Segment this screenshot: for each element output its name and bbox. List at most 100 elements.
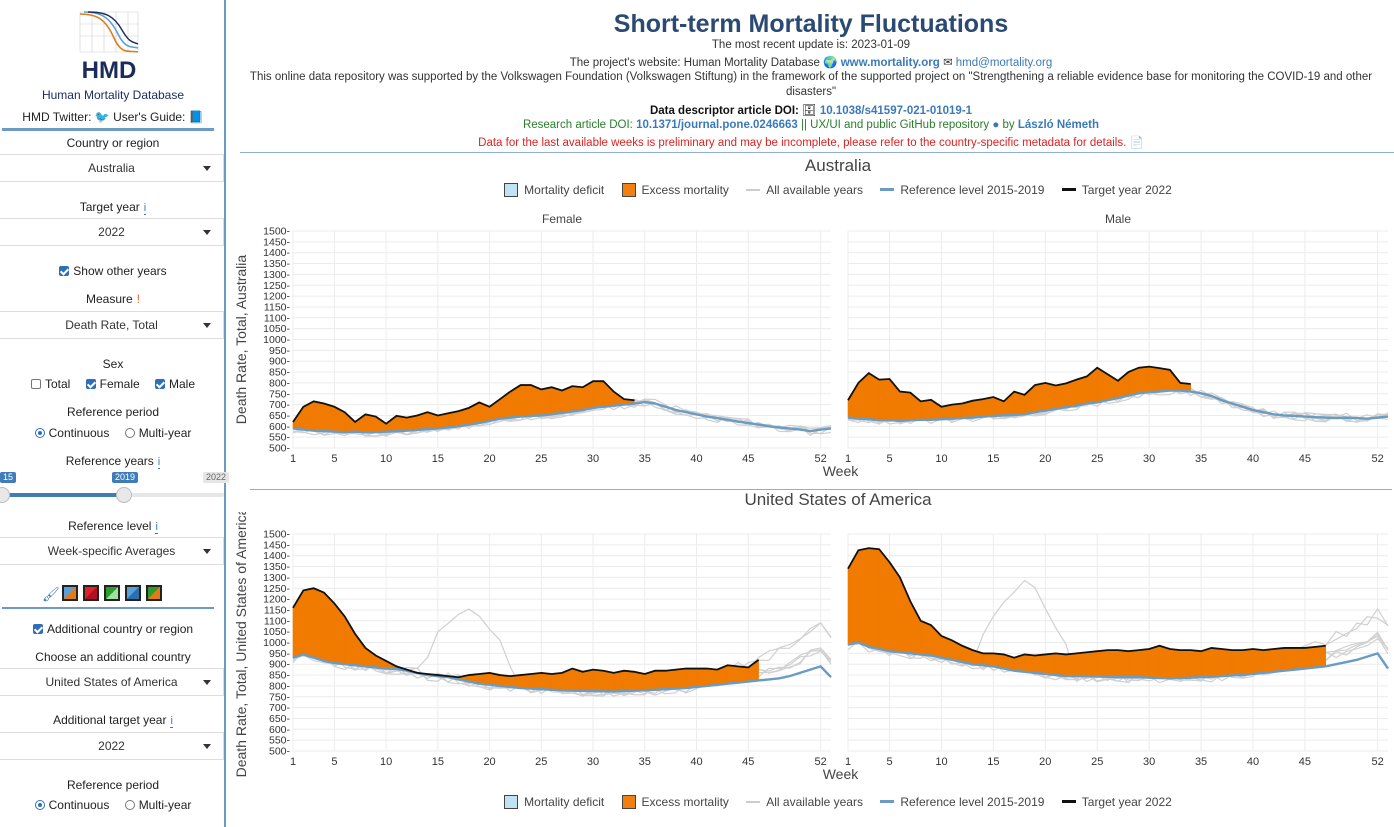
slider-handle-start[interactable] xyxy=(0,487,10,503)
x-tick-label: 35 xyxy=(639,756,651,768)
sex-total-checkbox[interactable] xyxy=(30,379,41,389)
palette-swatch-3[interactable] xyxy=(104,585,120,601)
globe-icon: 🌍 xyxy=(823,57,838,69)
chart-divider xyxy=(250,489,1392,490)
legend-all-years-label: All available years xyxy=(766,183,863,197)
y-tick-label: 800- xyxy=(269,680,291,692)
x-tick-label: 45 xyxy=(742,756,754,768)
ref2-multiyear-radio[interactable] xyxy=(124,800,135,810)
reference-line xyxy=(847,641,1389,680)
legend-deficit[interactable]: Mortality deficit xyxy=(504,183,604,197)
sex-female-option[interactable]: Female xyxy=(85,377,140,391)
measure-select[interactable]: Death Rate, Total xyxy=(0,311,224,339)
hmd-logo: HMD xyxy=(79,11,139,82)
additional-country-row[interactable]: Additional country or region xyxy=(0,622,226,636)
chart-usa[interactable]: Death Rate, Total, United States of Amer… xyxy=(228,512,1394,792)
chart-australia[interactable]: Death Rate, Total, AustraliaFemale500-55… xyxy=(228,205,1394,488)
legend-all-years-swatch xyxy=(746,189,761,191)
ref-continuous-option[interactable]: Continuous xyxy=(34,426,109,440)
twitter-icon[interactable]: 🐦 xyxy=(94,110,110,124)
additional-country-checkbox[interactable] xyxy=(32,624,43,634)
book-icon[interactable]: 📘 xyxy=(188,110,204,124)
legend-all-years[interactable]: All available years xyxy=(746,183,863,197)
ref-level-text: Reference level xyxy=(68,519,152,533)
excess-area xyxy=(1231,649,1243,676)
chevron-down-icon xyxy=(203,549,211,554)
legend-reference[interactable]: Reference level 2015-2019 xyxy=(880,183,1044,197)
excess-area xyxy=(530,672,542,690)
additional-target-select[interactable]: 2022 xyxy=(0,732,224,760)
x-tick-label: 15 xyxy=(432,756,444,768)
warning-text: Data for the last available weeks is pre… xyxy=(478,137,1127,149)
sidebar-divider xyxy=(2,128,214,131)
palette-swatch-2[interactable] xyxy=(83,585,99,601)
sex-male-option[interactable]: Male xyxy=(155,377,195,391)
sex-total-option[interactable]: Total xyxy=(30,377,70,391)
author-link[interactable]: László Németh xyxy=(1017,119,1100,131)
legend-target[interactable]: Target year 2022 xyxy=(1061,183,1172,197)
y-tick-label: 750- xyxy=(269,388,291,400)
legend-reference[interactable]: Reference level 2015-2019 xyxy=(880,795,1044,809)
sex-male-checkbox[interactable] xyxy=(155,379,166,389)
ref-years-text: Reference years xyxy=(65,454,154,468)
email-link[interactable]: hmd@mortality.org xyxy=(955,57,1053,69)
excess-area xyxy=(847,381,859,420)
ref-continuous-radio[interactable] xyxy=(34,428,45,438)
palette-swatch-1[interactable] xyxy=(62,585,78,601)
excess-area xyxy=(1159,367,1171,392)
ref2-continuous-label: Continuous xyxy=(48,798,110,812)
additional-target-text: Additional target year xyxy=(53,713,167,727)
website-link[interactable]: www.mortality.org xyxy=(840,57,940,69)
sex-female-checkbox[interactable] xyxy=(85,379,96,389)
excess-area xyxy=(951,403,963,420)
palette-swatch-4[interactable] xyxy=(125,585,141,601)
info-icon[interactable]: i xyxy=(155,521,158,534)
panel-female: Female 500-550-600-650-700-750-800-850-90… xyxy=(263,212,832,465)
palette-swatch-5[interactable] xyxy=(146,585,162,601)
x-tick-label: 40 xyxy=(1247,756,1259,768)
support-line-2: disasters" xyxy=(785,86,837,98)
guide-label: User's Guide: xyxy=(113,110,186,124)
excess-area xyxy=(1065,653,1077,677)
ref2-continuous-radio[interactable] xyxy=(34,800,45,810)
legend-excess[interactable]: Excess mortality xyxy=(621,795,729,809)
ref-multiyear-radio[interactable] xyxy=(124,428,135,438)
show-other-years-checkbox[interactable] xyxy=(59,266,70,276)
excess-area xyxy=(858,372,870,420)
additional-country-select[interactable]: United States of America xyxy=(0,668,224,696)
ref-multiyear-option[interactable]: Multi-year xyxy=(124,426,191,440)
excess-area xyxy=(541,386,552,416)
legend-target[interactable]: Target year 2022 xyxy=(1061,795,1172,809)
info-icon[interactable]: i xyxy=(157,456,161,469)
legend-excess[interactable]: Excess mortality xyxy=(621,183,729,197)
target-year-select[interactable]: 2022 xyxy=(0,218,224,246)
excess-area xyxy=(334,602,346,665)
excess-area xyxy=(1138,366,1150,394)
ref2-multiyear-option[interactable]: Multi-year xyxy=(124,798,191,812)
excess-area xyxy=(1304,646,1316,669)
document-icon[interactable]: 📄 xyxy=(1129,137,1144,149)
info-icon[interactable]: i xyxy=(170,715,173,728)
sex-options: Total Female Male xyxy=(0,377,226,391)
research-prefix: Research article DOI: xyxy=(522,119,633,131)
github-icon[interactable]: ● xyxy=(992,119,1000,131)
ref2-continuous-option[interactable]: Continuous xyxy=(34,798,110,812)
country-select[interactable]: Australia xyxy=(0,154,224,182)
warning-icon[interactable]: ! xyxy=(136,292,141,306)
excess-area xyxy=(1034,654,1046,675)
legend-deficit[interactable]: Mortality deficit xyxy=(504,795,604,809)
descriptor-link[interactable]: 10.1038/s41597-021-01019-1 xyxy=(819,105,973,117)
show-other-years-row[interactable]: Show other years xyxy=(0,264,226,278)
y-tick-label: 1350- xyxy=(263,561,290,573)
info-icon[interactable]: i xyxy=(143,202,147,215)
x-tick-label: 10 xyxy=(380,453,392,465)
legend-all-years[interactable]: All available years xyxy=(746,795,863,809)
color-palette: 🖌 xyxy=(42,585,167,602)
y-tick-label: 1350- xyxy=(263,258,290,270)
y-tick-label: 500- xyxy=(269,443,291,455)
excess-area xyxy=(654,670,666,691)
ref-level-select[interactable]: Week-specific Averages xyxy=(0,537,224,565)
research-link[interactable]: 10.1371/journal.pone.0246663 xyxy=(636,119,798,131)
slider-handle-end[interactable] xyxy=(116,487,132,503)
